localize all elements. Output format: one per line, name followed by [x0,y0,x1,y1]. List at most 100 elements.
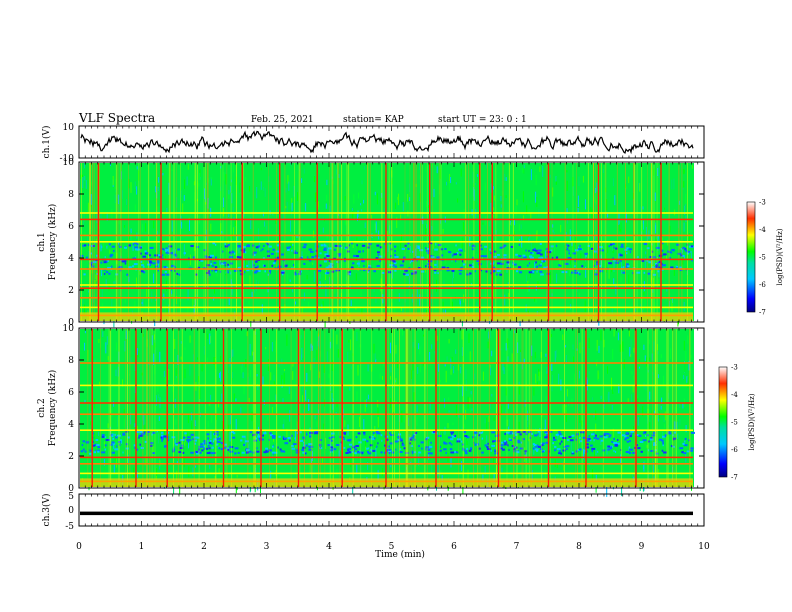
spec-low-psd [610,446,612,449]
spec-low-psd [303,262,306,265]
spec-low-psd [537,433,539,436]
spec-texture [518,385,520,395]
spec-texture [242,305,244,313]
spec-low-psd [538,257,543,260]
spec-faint-sferic [550,329,551,487]
spec-low-psd [276,244,281,247]
spec-texture [634,307,636,312]
spec-texture [192,354,194,362]
spec-texture [181,221,183,229]
spec-low-psd [650,437,653,440]
spec-texture [493,457,495,464]
spec-texture [106,336,108,345]
spec-low-psd [307,256,309,259]
spec-faint-sferic [516,329,518,487]
spec-texture [158,262,160,268]
spec-texture [653,277,655,290]
spec-faint-sferic [151,329,153,487]
spec-faint-sferic [329,329,331,487]
spec-low-psd [669,257,671,260]
spec-low-psd [532,252,534,255]
spec-low-psd [268,245,272,248]
spec-texture [195,382,197,391]
spec-low-psd [194,439,197,442]
spec-low-psd [367,450,369,453]
spec-texture [418,453,420,466]
spec-texture [124,299,126,304]
spec-texture [614,259,616,267]
spec-low-psd [125,443,129,446]
spec-low-psd [593,250,597,253]
spec-texture [262,466,264,470]
spec-low-psd [234,452,237,455]
spec-texture [316,421,318,427]
spec-low-psd [268,432,272,435]
spec-texture [128,179,130,189]
spec-faint-sferic [269,329,270,487]
spec-low-psd [625,432,629,435]
spec-low-psd [613,246,615,249]
spec-low-psd [82,448,85,451]
spec-texture [410,246,411,253]
spec-texture [549,413,551,426]
spec-low-psd [556,448,561,451]
spec-texture [527,421,529,428]
spec-texture [469,397,471,404]
spec-texture [109,249,111,254]
spec-texture [493,214,495,218]
spec-low-psd [363,269,366,272]
spec-low-psd [404,244,407,247]
spec-low-psd [255,270,259,273]
spec-texture [364,222,366,228]
spec-low-psd [362,250,364,253]
spec-sferic [385,329,387,487]
spec-low-psd [394,269,397,272]
spec-low-psd [536,252,541,255]
spec-low-psd [189,439,192,442]
spec-texture [595,474,597,481]
spec-texture [465,369,467,380]
spec-low-psd [367,452,372,455]
spec-texture [322,216,324,221]
spec-low-psd [148,254,151,257]
spec-low-psd [140,430,143,433]
spec-low-psd [597,265,602,268]
spec-texture [386,259,388,271]
spec-texture [484,418,486,424]
spec-faint-sferic [204,329,206,487]
spec-low-psd [229,450,234,453]
spec-texture [233,164,234,173]
spec-texture [527,235,529,238]
spec-texture [639,183,641,192]
spec-texture [576,286,578,292]
spec-low-psd [332,448,337,451]
spec-texture [120,253,122,261]
spec-sferic [491,163,493,321]
spec-low-psd [140,447,144,449]
spec-texture [183,195,185,201]
spec-low-psd [263,264,266,267]
colorbar-tick-label: -5 [759,254,766,262]
spec-low-psd [208,447,211,450]
spec-low-psd [651,250,654,253]
spec-low-psd [132,243,135,246]
spec-low-psd [292,243,294,246]
spec-low-psd [571,452,575,455]
spec-low-psd [108,272,111,275]
spec-texture [561,261,563,269]
spec-texture [578,246,580,250]
spec-faint-sferic [318,329,319,487]
spec-low-psd [174,269,176,272]
spec-low-psd [213,432,217,435]
spec-low-psd [465,263,467,266]
spec-texture [88,251,90,259]
spec-texture [120,296,121,308]
spec-texture [682,403,684,409]
spec-texture [187,262,189,266]
spec-texture [518,381,520,387]
spec-ytick-label: 10 [63,324,75,334]
spec-texture [285,188,287,193]
spec-low-psd [500,447,503,450]
spec-texture [249,369,251,378]
spec-texture [511,300,513,307]
